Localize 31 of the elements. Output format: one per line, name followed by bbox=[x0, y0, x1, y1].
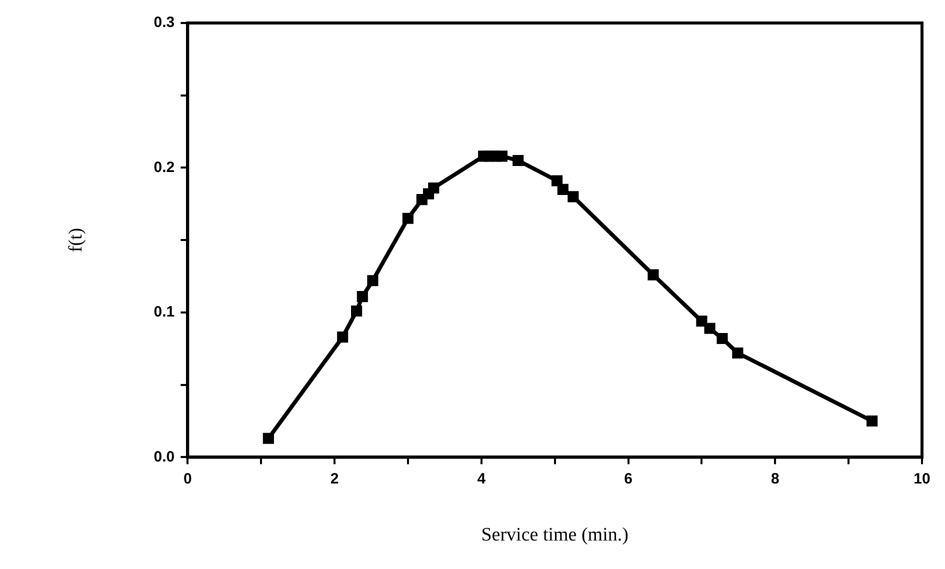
y-axis-title: f(t) bbox=[65, 228, 86, 252]
point bbox=[696, 316, 708, 327]
point bbox=[648, 269, 659, 280]
point bbox=[337, 332, 348, 343]
y-tick-label: 0.1 bbox=[154, 304, 175, 321]
x-tick-label: 10 bbox=[914, 470, 930, 488]
point bbox=[557, 184, 568, 195]
point bbox=[704, 322, 716, 334]
point bbox=[356, 291, 368, 302]
x-axis-title: Service time (min.) bbox=[481, 524, 628, 546]
point bbox=[262, 432, 274, 444]
point bbox=[866, 415, 878, 427]
x-tick-label: 0 bbox=[183, 470, 192, 488]
x-tick-label: 2 bbox=[330, 470, 339, 488]
point bbox=[416, 194, 428, 206]
point bbox=[716, 332, 728, 344]
point bbox=[351, 305, 362, 317]
point bbox=[367, 275, 378, 286]
point bbox=[551, 175, 563, 186]
x-tick-label: 6 bbox=[624, 470, 632, 488]
y-tick-label: 0.0 bbox=[154, 448, 175, 466]
point bbox=[512, 154, 524, 166]
point bbox=[568, 191, 579, 202]
y-tick-label: 0.3 bbox=[154, 14, 175, 32]
x-tick-label: 4 bbox=[477, 470, 486, 488]
y-tick-label: 0.2 bbox=[154, 158, 175, 176]
point bbox=[732, 347, 744, 359]
x-tick-label: 8 bbox=[770, 470, 780, 488]
point bbox=[402, 212, 414, 224]
point bbox=[428, 182, 440, 194]
point bbox=[496, 150, 508, 162]
